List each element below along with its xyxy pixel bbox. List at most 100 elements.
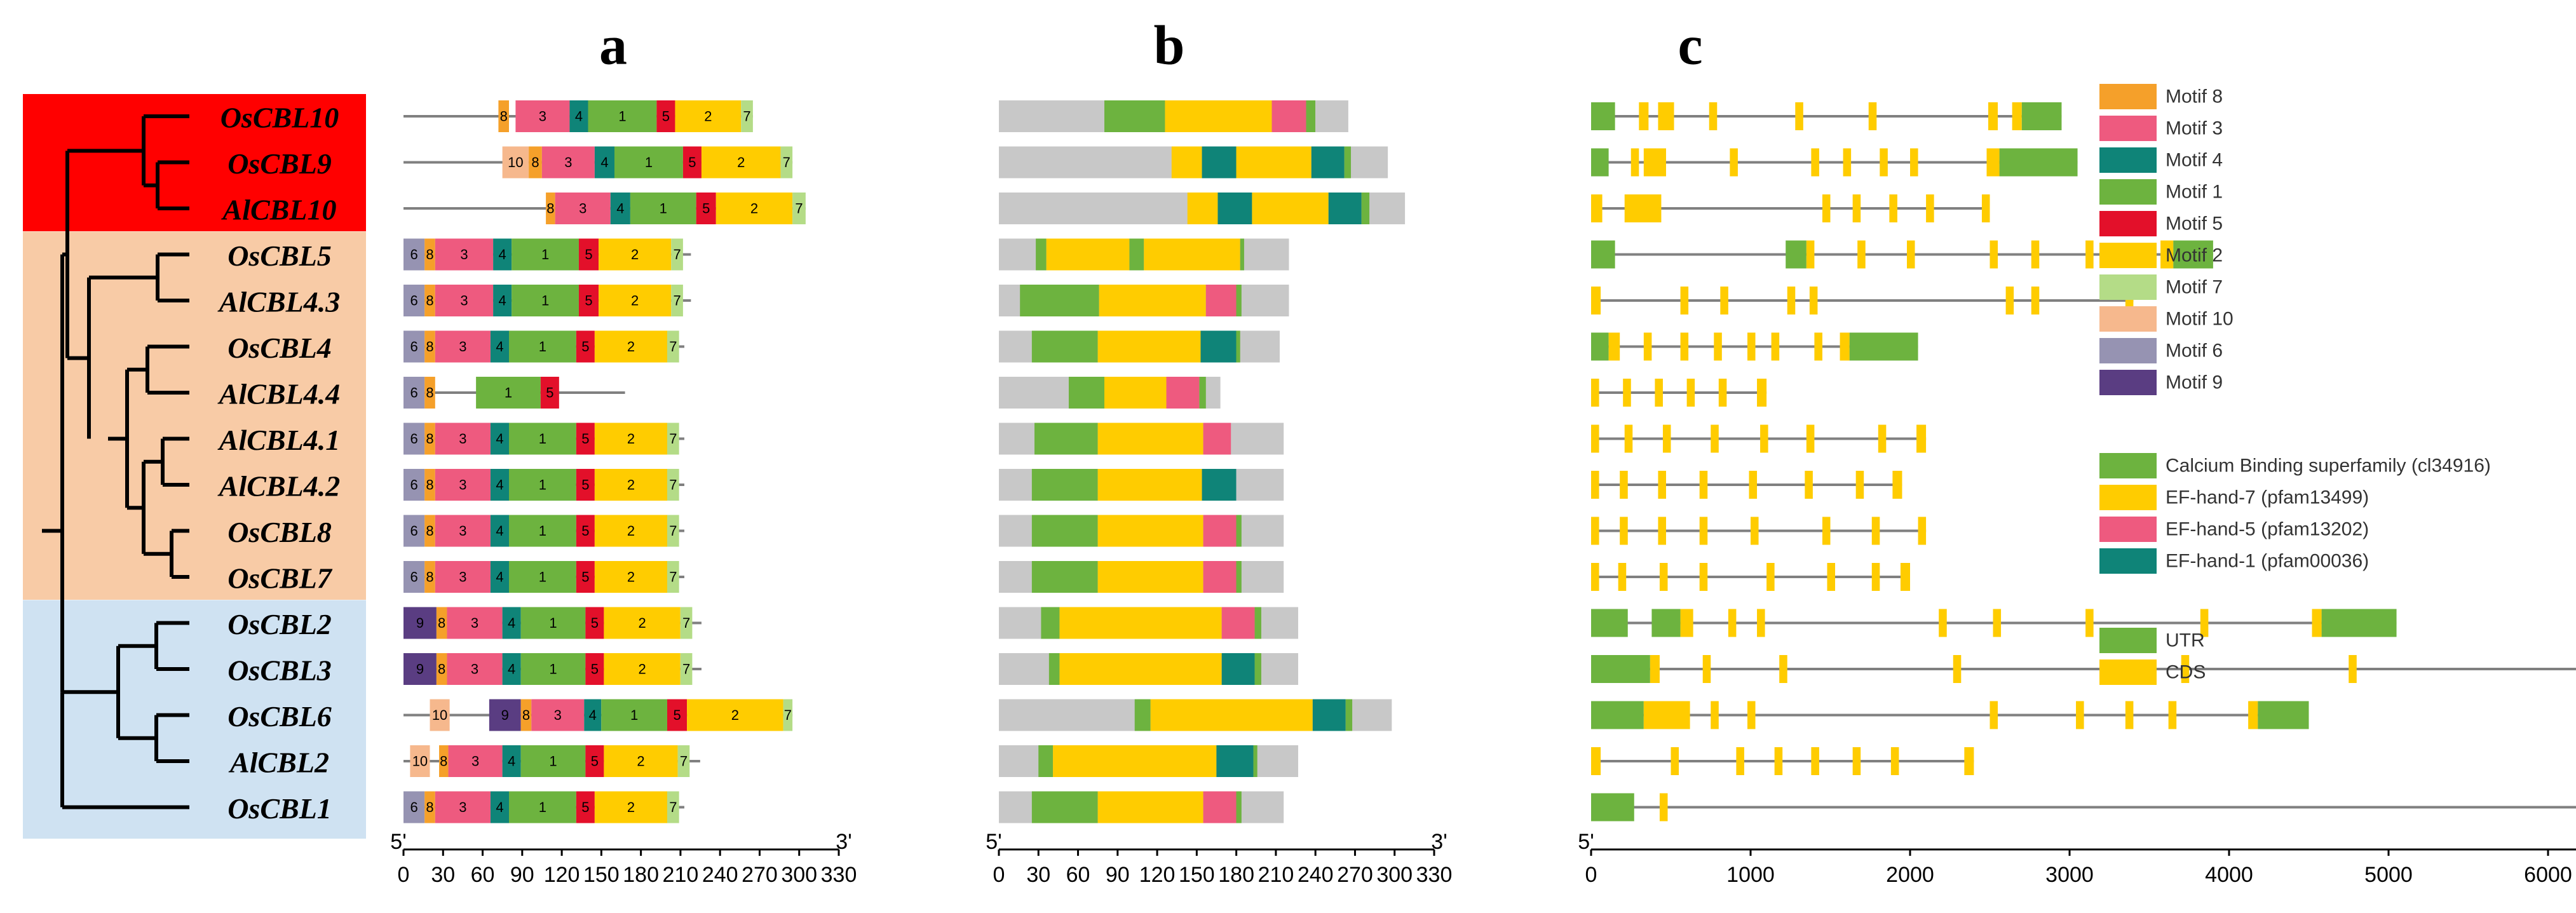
cds-box — [1620, 471, 1628, 499]
cds-box — [1720, 287, 1728, 314]
motif-5-label: 5 — [591, 661, 599, 677]
domain-green-box — [1031, 561, 1098, 593]
cds-box — [1916, 424, 1927, 453]
cds-box — [2312, 609, 2322, 637]
motif-4-box — [490, 561, 509, 593]
domain-yellow-box — [1097, 423, 1203, 455]
motif-2-label: 2 — [631, 247, 639, 262]
motif-4-box — [493, 285, 512, 316]
cds-box — [2248, 701, 2258, 729]
cds-box — [1806, 424, 1815, 453]
motif-9-label: 9 — [416, 615, 424, 631]
motif-5-label: 5 — [581, 569, 589, 585]
cds-box — [1730, 148, 1738, 177]
cds-box — [1993, 609, 2002, 637]
motif-2-label: 2 — [638, 661, 646, 677]
domain-green-box — [1036, 238, 1047, 271]
motif-7-box — [667, 515, 679, 547]
motif-8-label: 8 — [426, 799, 433, 815]
motif-5-label: 5 — [585, 247, 592, 262]
cds-box — [1658, 102, 1674, 130]
motif-7-label: 7 — [669, 477, 677, 493]
gene-label-oscbl10: OsCBL10 — [220, 102, 339, 134]
motif-8-box — [439, 745, 449, 777]
domain-yellow-box — [1059, 653, 1222, 685]
motif-3-label: 3 — [471, 661, 478, 677]
domain-green-box — [1306, 100, 1315, 132]
motif-9-box — [489, 699, 521, 731]
cds-box — [1779, 655, 1787, 683]
legend-utr-swatch — [2099, 628, 2157, 653]
cds-box — [1591, 471, 1599, 499]
panel-c-axis-5prime: 5' — [1578, 830, 1594, 854]
motif-8-box — [424, 330, 435, 363]
clade-1-background — [23, 94, 366, 231]
motif-1-label: 1 — [539, 477, 546, 493]
motif-5-label: 5 — [585, 293, 592, 309]
motif-8-box — [436, 607, 447, 639]
motif-2-box — [599, 238, 672, 271]
cds-box — [1658, 471, 1666, 499]
cds-box — [1624, 194, 1662, 222]
legend-domain-swatch — [2099, 548, 2157, 574]
motif-4-label: 4 — [508, 661, 515, 677]
motif-7-label: 7 — [680, 754, 688, 769]
cds-box — [1643, 148, 1666, 177]
gene-label-oscbl1: OsCBL1 — [227, 792, 332, 825]
motif-2-label: 2 — [731, 707, 739, 723]
cds-box — [2349, 655, 2357, 683]
panel-b-axis-tick-label: 90 — [1106, 863, 1130, 887]
cds-box — [1871, 563, 1880, 591]
motif-8-box — [424, 561, 435, 593]
domain-green-box — [1104, 100, 1165, 132]
cds-box — [1852, 194, 1861, 222]
motif-3-label: 3 — [459, 339, 466, 355]
motif-8-label: 8 — [531, 154, 539, 170]
domain-pink-box — [1205, 285, 1237, 316]
cds-box — [1643, 332, 1652, 361]
motif-1-label: 1 — [645, 154, 653, 170]
motif-8-label: 8 — [500, 109, 508, 125]
motif-4-label: 4 — [496, 799, 503, 815]
cds-box — [1718, 379, 1727, 407]
motif-5-label: 5 — [581, 523, 589, 539]
motif-8-box — [424, 238, 435, 271]
motif-9-label: 9 — [416, 661, 424, 677]
panel-b-axis-tick-label: 180 — [1218, 863, 1254, 887]
motif-3-box — [448, 745, 503, 777]
motif-2-box — [594, 423, 667, 455]
motif-1-box — [630, 193, 696, 224]
cds-box — [1852, 747, 1861, 775]
gene-label-alcbl2: AlCBL2 — [228, 747, 329, 779]
gene-label-alcbl10: AlCBL10 — [221, 194, 337, 226]
domain-green-box — [1361, 193, 1370, 224]
cds-box — [1906, 240, 1915, 269]
cds-box — [2031, 240, 2040, 269]
motif-3-box — [435, 285, 494, 316]
cds-box — [1880, 148, 1888, 177]
legend-cds-label: CDS — [2166, 662, 2206, 683]
cds-box — [1714, 332, 1722, 361]
motif-5-box — [656, 100, 675, 132]
motif-3-label: 3 — [564, 154, 572, 170]
motif-3-label: 3 — [554, 707, 562, 723]
domain-pink-box — [1166, 377, 1200, 409]
domain-pink-box — [1203, 423, 1231, 455]
cds-box — [1805, 471, 1813, 499]
motif-3-label: 3 — [460, 293, 468, 309]
motif-2-label: 2 — [737, 154, 745, 170]
motif-3-label: 3 — [460, 247, 468, 262]
motif-7-box — [667, 561, 679, 593]
panel-c-axis-tick-label: 3000 — [2045, 863, 2094, 887]
motif-6-label: 6 — [410, 523, 417, 539]
motif-5-box — [585, 745, 604, 777]
motif-3-box — [435, 791, 491, 823]
motif-5-label: 5 — [591, 754, 599, 769]
panel-c-axis-tick-label: 2000 — [1886, 863, 1934, 887]
cds-box — [1871, 517, 1880, 545]
motif-1-label: 1 — [618, 109, 626, 125]
motif-8-box — [424, 285, 435, 316]
cds-box — [1659, 563, 1668, 591]
legend-motif-9-label: Motif 9 — [2166, 372, 2223, 393]
